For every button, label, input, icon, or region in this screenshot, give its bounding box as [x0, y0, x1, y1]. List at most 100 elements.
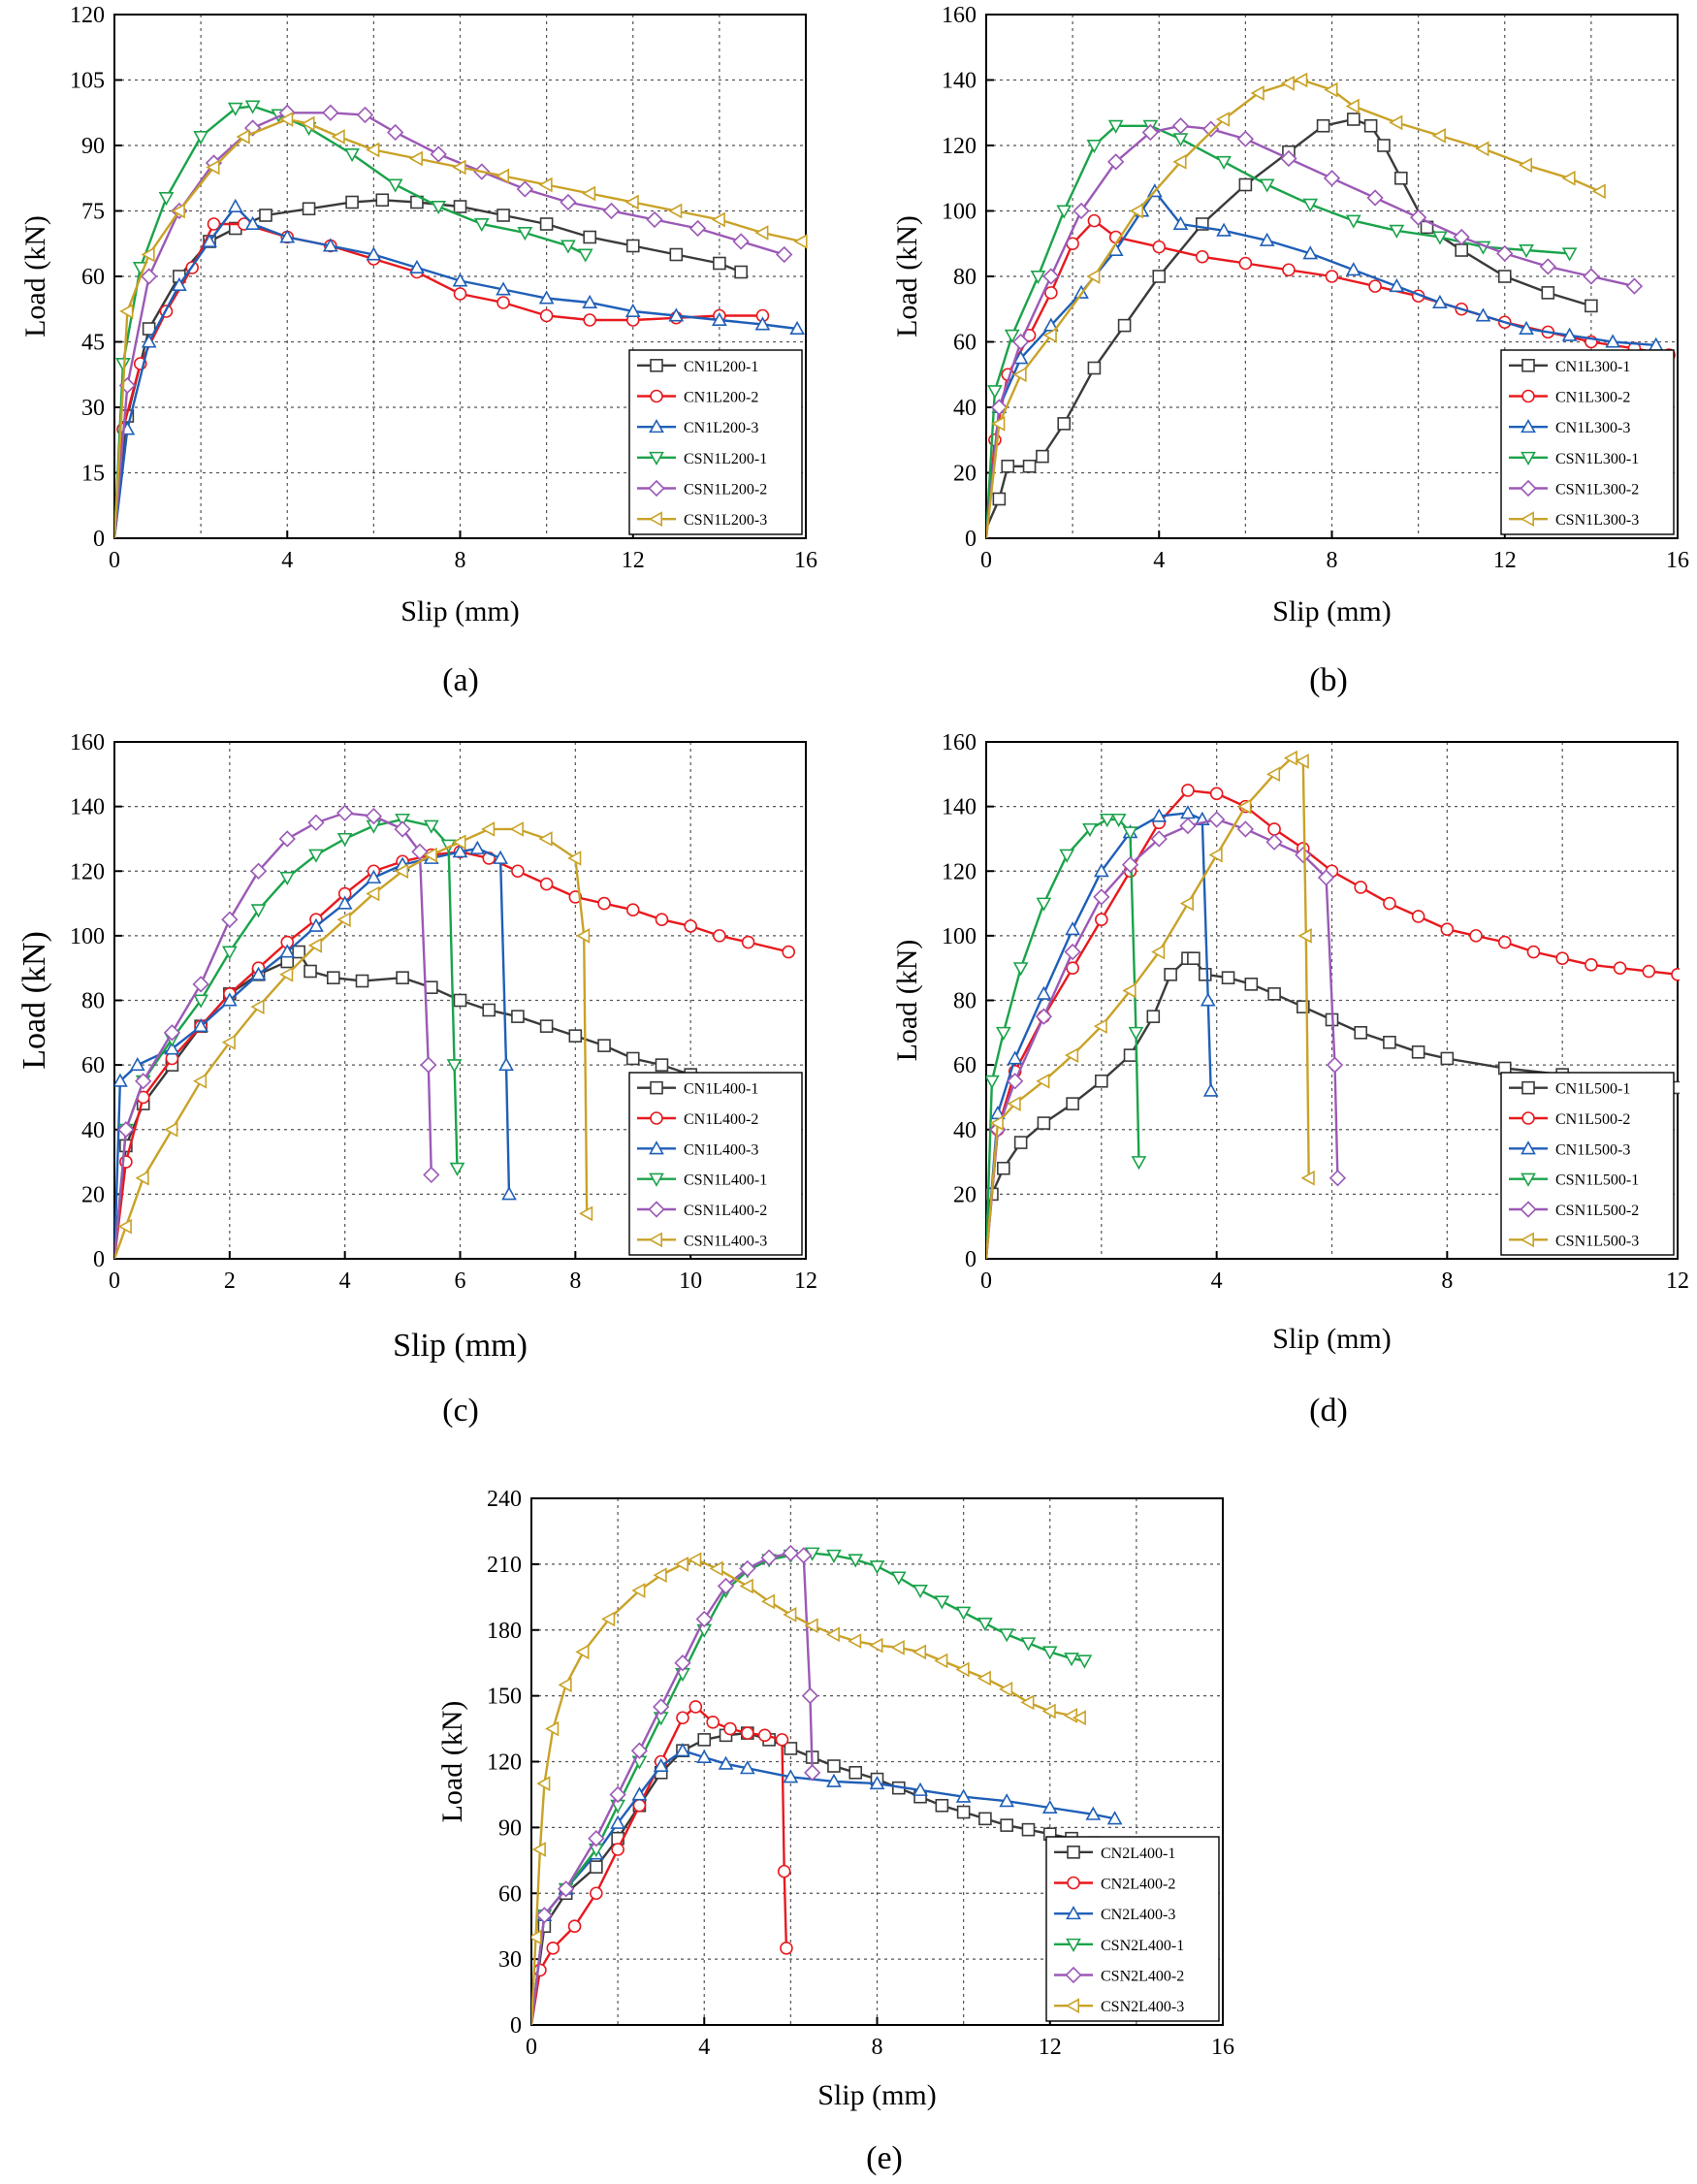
data-point — [1561, 170, 1576, 186]
data-point — [292, 945, 305, 959]
data-point — [890, 1639, 905, 1655]
y-tick-label: 120 — [70, 3, 105, 28]
data-point — [431, 201, 447, 215]
x-tick-label: 8 — [455, 548, 466, 573]
data-point — [1020, 1637, 1037, 1652]
data-point — [1280, 76, 1295, 91]
data-point — [1316, 118, 1330, 133]
data-point — [141, 334, 157, 348]
data-point — [934, 1595, 950, 1610]
y-tick-label: 15 — [81, 462, 105, 487]
data-point — [696, 1749, 713, 1763]
data-point — [1151, 944, 1166, 960]
data-point — [568, 1029, 583, 1043]
data-point — [322, 104, 339, 121]
data-point — [1187, 951, 1201, 965]
legend: CN1L500-1 CN1L500-2 CN1L500-3 CSN1L500-1 CSN… — [1500, 1072, 1675, 1256]
data-point — [1265, 766, 1281, 783]
legend-marker — [1066, 1938, 1081, 1952]
data-point — [1066, 1097, 1079, 1110]
data-point — [1221, 971, 1235, 984]
y-tick-label: 20 — [953, 1182, 977, 1207]
data-point — [1066, 961, 1079, 975]
data-point — [1346, 112, 1361, 126]
data-point — [978, 1812, 992, 1826]
data-point — [1064, 943, 1081, 961]
data-point — [1518, 157, 1533, 174]
data-point — [997, 1161, 1010, 1175]
data-point — [1302, 198, 1319, 212]
data-point — [244, 215, 261, 230]
legend: CN2L400-1 CN2L400-2 CN2L400-3 CSN2L400-1 CSN… — [1045, 1836, 1220, 2022]
legend-label: CN2L400-1 — [1101, 1846, 1175, 1862]
data-point — [739, 1760, 755, 1775]
data-point — [1012, 367, 1027, 383]
data-point — [1208, 847, 1223, 863]
data-point — [668, 307, 685, 322]
data-point — [775, 1733, 789, 1747]
series-CN1L400-3 — [114, 840, 517, 1259]
data-point — [1021, 1822, 1036, 1837]
data-point — [1042, 268, 1060, 285]
x-axis-label: Slip (mm) — [1272, 1323, 1392, 1355]
y-tick-label: 40 — [953, 1118, 977, 1143]
data-point — [516, 180, 533, 198]
data-point — [739, 1578, 753, 1594]
series-CN2L400-1 — [531, 1726, 1135, 2025]
series-CSN1L500-3 — [986, 750, 1315, 1259]
legend-label: CN1L400-2 — [684, 1111, 758, 1128]
data-point — [1469, 929, 1483, 943]
x-tick-label: 8 — [569, 1269, 581, 1294]
x-tick-label: 0 — [526, 2035, 537, 2060]
legend-marker — [1520, 1201, 1537, 1218]
data-point — [308, 849, 324, 863]
data-point — [1345, 214, 1361, 229]
data-point — [1265, 833, 1283, 851]
panel-a: 0 4 8 12 16 0 15 30 45 60 75 90 105 120 Slip (mm) Load … — [19, 3, 817, 627]
data-point — [539, 877, 554, 891]
data-point — [713, 256, 726, 271]
data-point — [356, 106, 374, 124]
data-point — [1295, 754, 1309, 769]
data-point — [163, 1024, 181, 1042]
data-point — [625, 903, 640, 917]
data-point — [706, 1715, 720, 1729]
data-point — [517, 227, 533, 241]
legend-box — [1500, 349, 1675, 535]
data-point — [1012, 333, 1030, 351]
data-point — [995, 1026, 1011, 1041]
data-point — [171, 203, 185, 219]
data-point — [1409, 209, 1427, 226]
data-point — [119, 304, 134, 319]
series-CN1L500-1 — [986, 951, 1680, 1221]
x-tick-label: 0 — [980, 548, 992, 573]
data-point — [1095, 1074, 1108, 1088]
data-point — [695, 1610, 713, 1628]
data-point — [1561, 327, 1578, 341]
series-line — [114, 105, 587, 538]
data-point — [1389, 277, 1405, 293]
data-point — [1087, 213, 1102, 228]
data-point — [278, 830, 296, 848]
data-point — [164, 1041, 180, 1055]
data-point — [396, 971, 409, 984]
series-CSN2L400-3 — [531, 1552, 1086, 2025]
data-point — [1324, 81, 1338, 98]
series-CN1L500-2 — [986, 784, 1680, 1259]
data-point — [631, 1786, 648, 1801]
legend-label: CN1L300-2 — [1555, 390, 1630, 406]
data-point — [804, 1618, 818, 1634]
data-point — [801, 1686, 819, 1705]
data-point — [1394, 171, 1408, 185]
data-point — [164, 1121, 178, 1138]
legend: CN1L400-1 CN1L400-2 CN1L400-3 CSN1L400-1 CSN… — [628, 1072, 803, 1256]
y-tick-label: 120 — [942, 859, 977, 884]
data-point — [697, 1733, 712, 1747]
data-point — [646, 210, 663, 229]
data-point — [783, 1607, 797, 1622]
data-point — [757, 1728, 772, 1743]
data-point — [366, 869, 382, 883]
data-point — [1294, 72, 1308, 88]
data-point — [1475, 307, 1491, 322]
